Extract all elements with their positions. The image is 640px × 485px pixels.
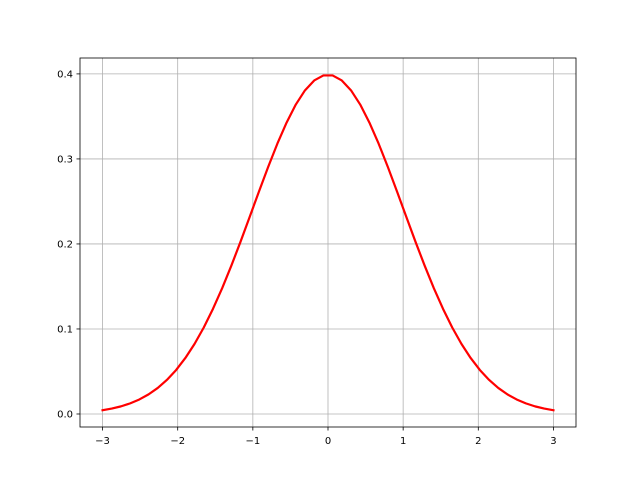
- series-line: [101, 74, 555, 412]
- x-tick-label: 2: [475, 436, 481, 447]
- x-tick-label: −2: [170, 436, 185, 447]
- series-lines: [101, 74, 555, 412]
- y-tick-label: 0.4: [57, 69, 73, 80]
- y-axis: 0.0 0.1 0.2 0.3 0.4: [57, 69, 80, 420]
- y-tick-label: 0.2: [57, 239, 73, 250]
- x-tick-label: −1: [245, 436, 260, 447]
- y-tick-label: 0.1: [57, 324, 73, 335]
- x-tick-label: 1: [400, 436, 406, 447]
- y-tick-label: 0.3: [57, 154, 73, 165]
- x-axis: −3 −2 −1 0 1 2 3: [95, 427, 557, 447]
- grid: [80, 58, 576, 427]
- y-tick-label: 0.0: [57, 409, 73, 420]
- x-tick-label: 0: [325, 436, 331, 447]
- x-tick-label: 3: [550, 436, 556, 447]
- x-tick-label: −3: [95, 436, 110, 447]
